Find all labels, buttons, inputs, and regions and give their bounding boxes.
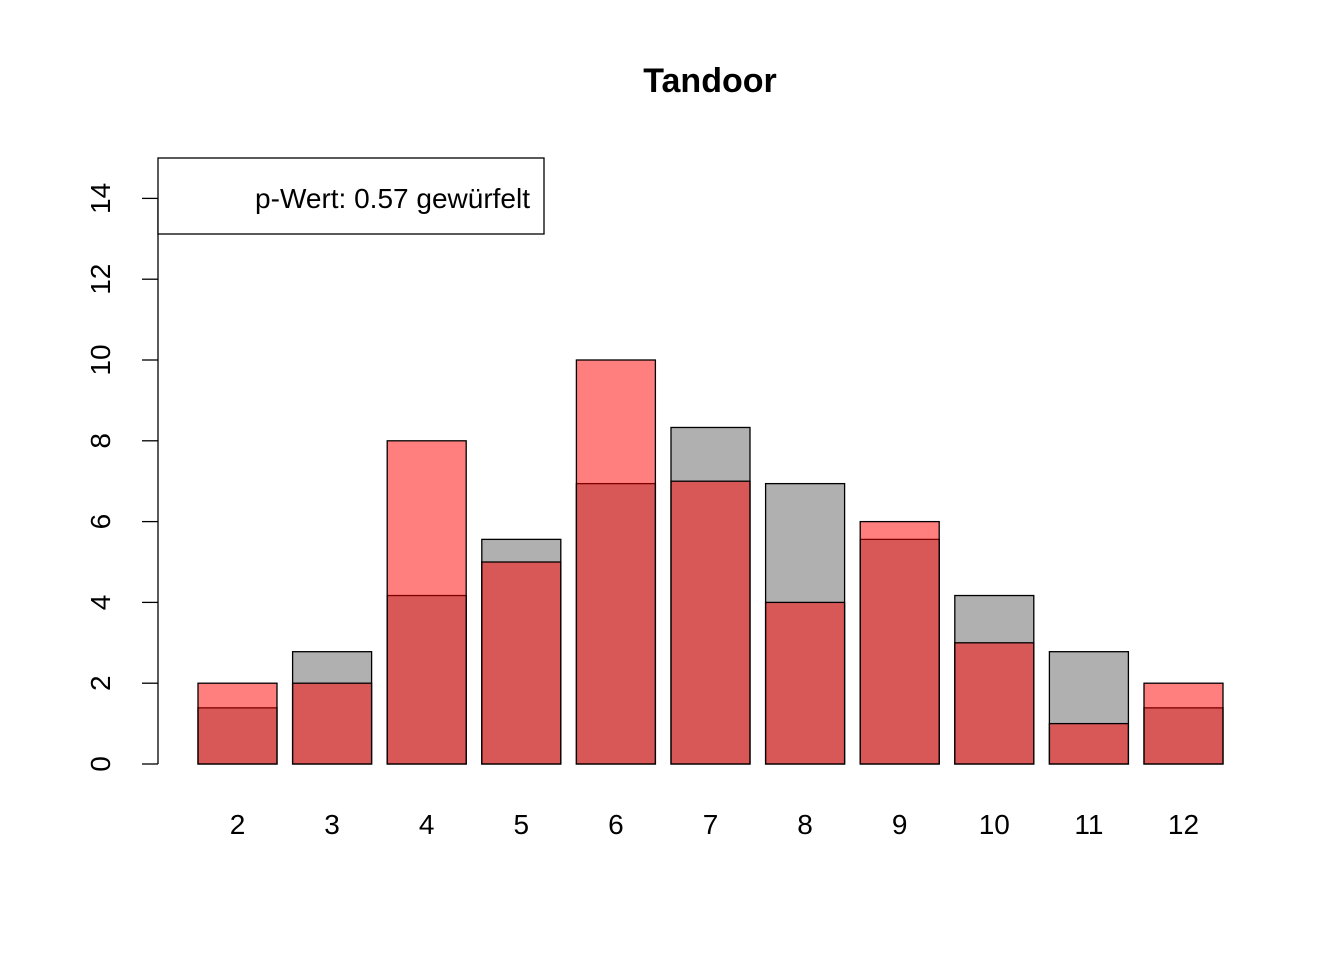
x-tick-label: 8 bbox=[797, 809, 813, 840]
y-tick-label: 10 bbox=[85, 344, 116, 375]
legend: p-Wert: 0.57 gewürfelt bbox=[157, 157, 545, 235]
x-tick-label: 6 bbox=[608, 809, 624, 840]
observed-bar bbox=[1143, 682, 1224, 765]
observed-bar bbox=[291, 682, 373, 765]
chart-title: Tandoor bbox=[643, 62, 776, 100]
y-axis: 0 2 4 6 8 10 12 14 bbox=[85, 183, 159, 772]
legend-box bbox=[157, 157, 545, 235]
x-tick-label: 3 bbox=[324, 809, 340, 840]
y-tick-label: 14 bbox=[85, 183, 116, 214]
observed-series bbox=[197, 359, 1224, 765]
x-tick-label: 2 bbox=[230, 809, 246, 840]
y-tick-label: 0 bbox=[85, 756, 116, 772]
observed-bar bbox=[670, 480, 751, 765]
observed-bar bbox=[859, 520, 940, 765]
legend-text: p-Wert: 0.57 gewürfelt bbox=[255, 183, 530, 214]
y-tick-label: 2 bbox=[85, 675, 116, 691]
x-tick-label: 10 bbox=[979, 809, 1010, 840]
y-tick-label: 4 bbox=[85, 595, 116, 611]
observed-bar bbox=[481, 561, 562, 765]
observed-bar bbox=[575, 359, 657, 765]
observed-bar bbox=[764, 601, 846, 765]
observed-bar bbox=[386, 440, 467, 765]
x-tick-label: 11 bbox=[1074, 809, 1103, 840]
observed-bar bbox=[1048, 722, 1130, 765]
x-tick-label: 5 bbox=[514, 809, 530, 840]
x-axis-labels: 2 3 4 5 6 7 8 9 10 11 12 bbox=[230, 809, 1199, 840]
x-tick-label: 9 bbox=[892, 809, 908, 840]
observed-bar bbox=[954, 642, 1035, 765]
x-tick-label: 12 bbox=[1168, 809, 1199, 840]
x-tick-label: 7 bbox=[703, 809, 719, 840]
y-tick-label: 8 bbox=[85, 433, 116, 449]
y-tick-label: 6 bbox=[85, 514, 116, 530]
x-tick-label: 4 bbox=[419, 809, 435, 840]
observed-bar bbox=[197, 682, 278, 765]
y-tick-label: 12 bbox=[85, 264, 116, 295]
